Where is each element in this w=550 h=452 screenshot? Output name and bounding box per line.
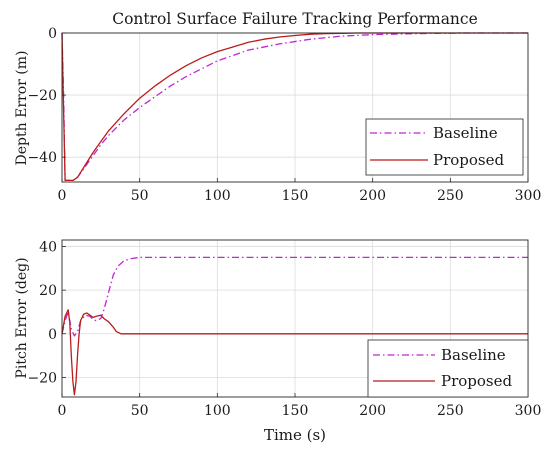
- pitch-error-axes: 0 50 100 150 200 250 300 −20 0 20 40 Pitch Error (…: [14, 240, 541, 444]
- x-tick-label: 50: [131, 188, 149, 204]
- y-tick-label: −40: [27, 150, 57, 166]
- chart-title: Control Surface Failure Tracking Perform…: [112, 10, 478, 28]
- pitch-error-ticks: 0 50 100 150 200 250 300 −20 0 20 40: [27, 240, 541, 419]
- x-tick-label: 200: [359, 403, 386, 419]
- y-tick-label: −20: [27, 370, 57, 386]
- depth-error-axes: 0 50 100 150 200 250 300 −40 −20 0 Depth Error (m…: [14, 26, 541, 204]
- series-line-proposed: [61, 309, 528, 396]
- x-tick-label: 250: [437, 403, 464, 419]
- x-tick-label: 100: [204, 403, 231, 419]
- depth-error-legend: Baseline Proposed: [365, 118, 524, 176]
- x-tick-label: 150: [282, 188, 309, 204]
- x-tick-label: 300: [515, 188, 542, 204]
- y-tick-label: 40: [39, 240, 57, 256]
- depth-error-legend-box: [365, 118, 524, 176]
- legend-label-baseline: Baseline: [441, 346, 506, 364]
- pitch-error-legend: Baseline Proposed: [367, 339, 529, 398]
- legend-label-baseline: Baseline: [433, 124, 498, 142]
- series-line-proposed: [61, 32, 528, 182]
- x-tick-label: 100: [204, 188, 231, 204]
- y-tick-label: 20: [39, 283, 57, 299]
- x-tick-label: 150: [282, 403, 309, 419]
- depth-error-ylabel: Depth Error (m): [14, 51, 30, 166]
- legend-label-proposed: Proposed: [433, 151, 505, 169]
- series-line-baseline: [61, 256, 528, 337]
- pitch-error-lines: [61, 256, 528, 396]
- pitch-error-xlabel: Time (s): [264, 426, 326, 444]
- x-tick-label: 0: [58, 188, 67, 204]
- pitch-error-ylabel: Pitch Error (deg): [14, 257, 30, 378]
- x-tick-label: 200: [359, 188, 386, 204]
- x-tick-label: 0: [58, 403, 67, 419]
- y-tick-label: −20: [27, 88, 57, 104]
- x-tick-label: 250: [437, 188, 464, 204]
- depth-error-lines: [61, 32, 528, 182]
- depth-error-ticks: 0 50 100 150 200 250 300 −40 −20 0: [27, 26, 541, 204]
- y-tick-label: 0: [48, 327, 57, 343]
- pitch-error-legend-box: [367, 339, 529, 398]
- legend-label-proposed: Proposed: [441, 372, 513, 390]
- y-tick-label: 0: [48, 26, 57, 42]
- x-tick-label: 50: [131, 403, 149, 419]
- x-tick-label: 300: [515, 403, 542, 419]
